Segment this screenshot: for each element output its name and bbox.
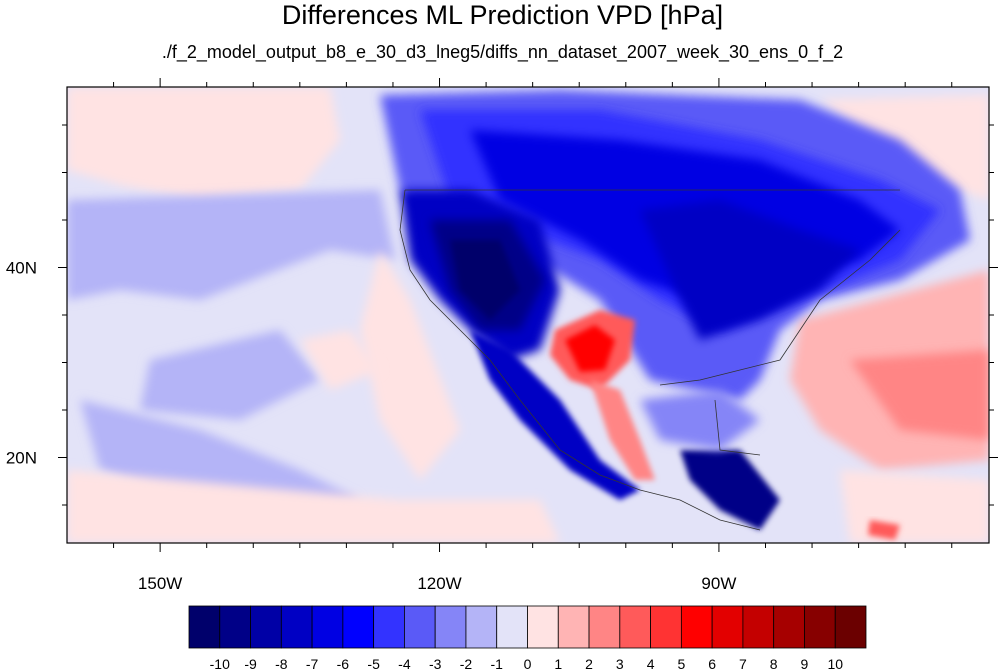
lon-tick-label: 90W [701,574,736,593]
colorbar-label: 6 [708,656,716,672]
colorbar-swatch [742,605,775,649]
colorbar-swatch [527,605,559,649]
colorbar-swatch [434,605,467,649]
colorbar-label: -3 [429,656,442,672]
colorbar-label: -7 [306,656,319,672]
colorbar-label: 8 [770,656,778,672]
colorbar-swatch [773,605,805,649]
colorbar-label: 4 [647,656,655,672]
colorbar-swatch [404,605,436,649]
colorbar-label: -10 [210,656,230,672]
vpd-difference-field [67,87,989,543]
colorbar-swatch [680,605,713,649]
colorbar-label: 10 [827,656,843,672]
map-title: Differences ML Prediction VPD [hPa] [281,0,724,30]
colorbar-swatch [588,605,621,649]
colorbar-swatch [650,605,682,649]
colorbar-swatch [834,605,867,649]
map-subtitle: ./f_2_model_output_b8_e_30_d3_lneg5/diff… [161,42,844,62]
colorbar-swatch [557,605,590,649]
colorbar-label: -5 [367,656,380,672]
lon-tick-label: 120W [417,574,461,593]
colorbar-label: 3 [616,656,624,672]
colorbar-label: -9 [244,656,257,672]
colorbar-label: -1 [491,656,504,672]
colorbar-label: 9 [801,656,809,672]
colorbar-swatch [342,605,375,649]
colorbar-swatch [619,605,651,649]
lon-tick-label: 150W [138,574,182,593]
colorbar-label: 1 [554,656,562,672]
colorbar-label: 0 [524,656,532,672]
coastlines [399,189,901,531]
colorbar-swatch [711,605,744,649]
colorbar-swatch [311,605,344,649]
colorbar-swatch [373,605,405,649]
lat-tick-label: 20N [6,449,37,468]
colorbar-swatch [219,605,251,649]
colorbar-label: -2 [460,656,473,672]
lat-tick-label: 40N [6,259,37,278]
colorbar-swatch [250,605,282,649]
colorbar-label: -4 [398,656,411,672]
axis-ticks [58,78,998,552]
colorbar-swatch [188,605,221,649]
colorbar-label: -8 [275,656,288,672]
colorbar-label: -6 [337,656,350,672]
colorbar-label: 2 [585,656,593,672]
colorbar-swatch [465,605,498,649]
colorbar-swatch [496,605,528,649]
axis-tick-labels: 150W 120W 90W 40N 20N [6,259,737,594]
colorbar-label: 7 [739,656,747,672]
colorbar-labels: -10 -9 -8 -7 -6 -5 -4 -3 -2 -1 0 1 2 3 4 5 6 7 8 9 10 [210,656,844,672]
colorbar-label: 5 [677,656,685,672]
colorbar-swatch [280,605,313,649]
colorbar [188,605,867,649]
colorbar-swatch [804,605,836,649]
